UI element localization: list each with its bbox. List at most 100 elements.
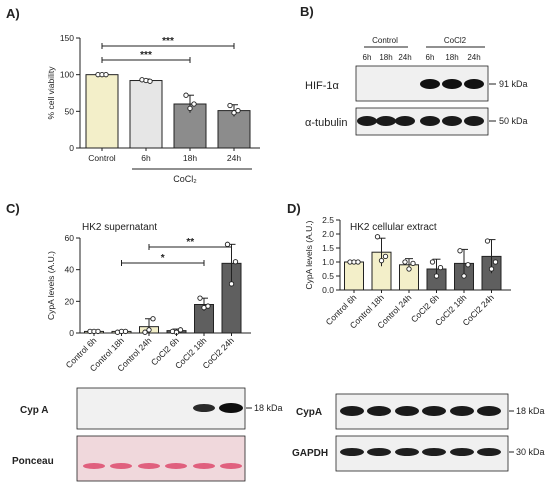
- blot-d-cypa-band: [395, 406, 419, 416]
- data-point: [147, 78, 153, 84]
- blot-c-cypa-band: [219, 403, 243, 413]
- data-point: [183, 92, 189, 98]
- blot-b-group1-label: Control: [372, 36, 398, 45]
- data-point: [406, 266, 412, 272]
- blot-b-row2-label: α-tubulin: [305, 117, 347, 129]
- data-point: [484, 238, 491, 244]
- data-point: [457, 248, 463, 254]
- significance-label: ***: [140, 50, 152, 61]
- panel-d-letter: D): [287, 201, 301, 216]
- blot-d-marker2: 30 kDa: [516, 447, 545, 457]
- blot-b-tubulin-band: [376, 116, 396, 126]
- blot-b-lane-labels: 6h 18h 24h 6h 18h 24h: [363, 53, 481, 62]
- x-tick-label: 24h: [227, 153, 241, 163]
- y-axis-label: CypA levels (A.U.): [304, 220, 314, 289]
- blot-d-gapdh-band: [450, 448, 474, 456]
- x-tick-label: 6h: [141, 153, 151, 163]
- blot-b-marker2: 50 kDa: [499, 116, 528, 126]
- chart-c-title: HK2 supernatant: [82, 222, 157, 233]
- data-point: [437, 264, 444, 271]
- data-point: [187, 105, 193, 112]
- blot-d-row1-label: CypA: [296, 407, 322, 418]
- data-point: [465, 262, 471, 268]
- blot-d: CypA GAPDH 18 kDa 30 kDa: [292, 393, 545, 472]
- data-point: [197, 295, 203, 301]
- data-point: [122, 328, 129, 335]
- data-point: [146, 327, 152, 333]
- blot-c-cypa-band: [193, 404, 215, 412]
- significance-label: *: [161, 253, 165, 264]
- y-tick-label: 0: [69, 328, 74, 338]
- blot-b-lane-label: 24h: [398, 53, 411, 62]
- data-point: [103, 72, 109, 78]
- blot-b-tubulin-band: [442, 116, 462, 126]
- blot-c-ponceau-band: [220, 463, 242, 469]
- panel-a-letter: A): [6, 6, 20, 21]
- blot-b-lane-label: 6h: [426, 53, 435, 62]
- data-point: [228, 281, 235, 287]
- data-point: [492, 259, 499, 265]
- data-point: [150, 316, 156, 322]
- y-axis-label: CypA levels (A.U.): [46, 251, 56, 320]
- data-point: [231, 110, 237, 116]
- y-tick-label: 50: [65, 106, 75, 116]
- y-tick-label: 40: [65, 265, 75, 275]
- blot-d-gapdh-band: [367, 448, 391, 456]
- data-point: [191, 101, 197, 107]
- bar: [217, 110, 251, 149]
- data-point: [374, 234, 381, 240]
- significance-label: ***: [162, 36, 174, 47]
- blot-b-hif-band: [464, 79, 484, 89]
- data-point: [142, 329, 148, 335]
- data-point: [227, 102, 233, 109]
- data-point: [461, 273, 467, 279]
- panel-c-letter: C): [6, 201, 20, 216]
- blot-c-marker1: 18 kDa: [254, 403, 283, 413]
- blot-b-tubulin-band: [420, 116, 440, 126]
- blot-c-ponceau-membrane: [76, 435, 246, 482]
- y-tick-label: 20: [65, 296, 75, 306]
- y-tick-label: 1.5: [322, 243, 334, 253]
- blot-c-ponceau-band: [193, 463, 215, 469]
- x-tick-label: 18h: [183, 153, 197, 163]
- blot-c-cypa-membrane: [76, 387, 246, 430]
- bar: [129, 80, 163, 149]
- chart-d-title: HK2 cellular extract: [350, 222, 437, 233]
- blot-d-cypa-band: [422, 406, 446, 416]
- blot-b: Control CoCl2 6h 18h 24h 6h 18h 24h HIF-1α α-…: [305, 36, 528, 136]
- data-point: [488, 266, 495, 272]
- significance-label: **: [186, 237, 194, 248]
- blot-b-lane-label: 18h: [445, 53, 458, 62]
- data-point: [382, 253, 389, 260]
- data-point: [224, 241, 231, 247]
- y-tick-label: 2.5: [322, 215, 334, 225]
- chart-a-group-label: CoCl₂: [173, 174, 197, 184]
- blot-b-hif-band: [442, 79, 462, 89]
- chart-a-viability: 0 50 100 150 % cell viability Control 6h 18h 24h…: [46, 33, 260, 170]
- y-tick-label: 60: [65, 233, 75, 243]
- blot-d-bands: [340, 406, 501, 456]
- y-tick-label: 0.0: [322, 285, 334, 295]
- y-tick-label: 0.5: [322, 271, 334, 281]
- data-point: [410, 260, 416, 267]
- bar: [344, 261, 364, 291]
- y-tick-label: 100: [60, 70, 74, 80]
- blot-d-marker1: 18 kDa: [516, 406, 545, 416]
- blot-d-gapdh-band: [340, 448, 364, 456]
- blot-c-bands: [83, 403, 243, 469]
- y-tick-label: 150: [60, 33, 74, 43]
- data-point: [433, 273, 440, 279]
- blot-b-group2-label: CoCl2: [444, 36, 467, 45]
- blot-d-gapdh-band: [422, 448, 446, 456]
- data-point: [177, 327, 184, 333]
- blot-c-ponceau-band: [110, 463, 132, 469]
- blot-d-cypa-band: [340, 406, 364, 416]
- y-tick-label: 0: [69, 143, 74, 153]
- blot-b-tubulin-band: [395, 116, 415, 126]
- blot-b-hif-band: [420, 79, 440, 89]
- blot-b-marker1: 91 kDa: [499, 79, 528, 89]
- data-point: [205, 303, 211, 309]
- bar: [85, 74, 119, 149]
